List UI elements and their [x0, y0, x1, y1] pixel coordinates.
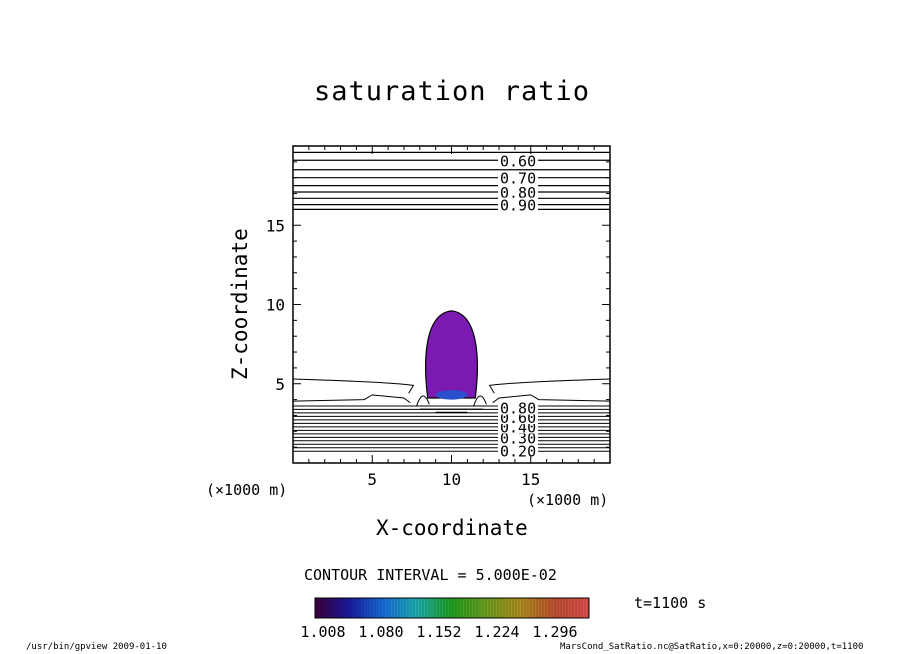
footer-left: /usr/bin/gpview 2009-01-10	[26, 642, 167, 652]
contour-label-bg	[498, 400, 538, 415]
x-tick-label: 10	[442, 470, 461, 489]
y-tick-label: 10	[266, 296, 285, 315]
x-tick-label: 15	[521, 470, 540, 489]
contour-label-upper: 0.70	[500, 170, 536, 188]
contour-line-wavy	[292, 394, 411, 404]
contour-line-wavy	[473, 395, 487, 407]
contour-label-bg	[498, 153, 538, 168]
plot-frame	[292, 145, 611, 464]
colorbar	[315, 598, 589, 618]
colorbar-tick-label: 1.224	[474, 623, 519, 641]
time-label: t=1100 s	[634, 594, 707, 612]
colorbar-tick-label: 1.152	[416, 623, 461, 641]
x-tick-label: 5	[367, 470, 377, 489]
footer-right: MarsCond_SatRatio.nc@SatRatio,x=0:20000,…	[560, 642, 864, 652]
contour-label-bg	[498, 430, 538, 445]
contour-label-upper: 0.60	[500, 152, 536, 170]
contour-label-bg	[498, 443, 538, 458]
x-axis-label: X-coordinate	[376, 516, 528, 540]
contour-label-bg	[498, 197, 538, 212]
contour-label-upper: 0.80	[500, 184, 536, 202]
contour-interval-label: CONTOUR INTERVAL = 5.000E-02	[304, 566, 557, 584]
colorbar-frame	[314, 597, 590, 619]
contour-label-lower: 0.80	[500, 400, 536, 418]
y-axis-label: Z-coordinate	[228, 228, 252, 380]
contour-label-bg	[498, 170, 538, 185]
contour-line-wavy	[488, 378, 611, 394]
colorbar-tick-label: 1.296	[532, 623, 577, 641]
colorbar-tick-label: 1.008	[300, 623, 345, 641]
contour-line-wavy	[492, 394, 611, 404]
colorbar-tick-label: 1.080	[358, 623, 403, 641]
x-unit-label-right: (×1000 m)	[527, 491, 609, 509]
supersaturated-plume	[425, 310, 478, 399]
contour-label-bg	[498, 184, 538, 199]
contour-label-lower: 0.30	[500, 430, 536, 448]
chart-title: saturation ratio	[313, 76, 591, 107]
y-tick-label: 15	[266, 216, 285, 235]
y-tick-label: 5	[275, 375, 285, 394]
contour-line-wavy	[416, 395, 430, 407]
contour-label-lower: 0.20	[500, 442, 536, 460]
contour-line-wavy	[292, 378, 415, 394]
x-unit-label-left: (×1000 m)	[206, 481, 288, 499]
contour-label-upper: 0.90	[500, 197, 536, 215]
plume-core	[435, 390, 468, 400]
